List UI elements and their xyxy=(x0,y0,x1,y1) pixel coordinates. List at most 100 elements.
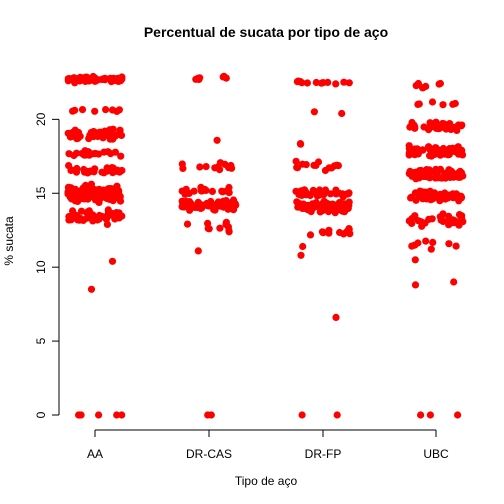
y-tick-label: 0 xyxy=(34,411,48,418)
data-point xyxy=(342,228,351,236)
data-point xyxy=(452,192,460,200)
data-point xyxy=(411,256,419,264)
data-point xyxy=(450,173,458,181)
data-point xyxy=(414,170,422,178)
data-point xyxy=(302,161,310,169)
data-point xyxy=(216,224,224,232)
data-point xyxy=(427,245,435,253)
data-point xyxy=(332,313,340,321)
data-point xyxy=(345,79,353,87)
data-point xyxy=(89,72,97,81)
data-point xyxy=(309,186,317,194)
data-point xyxy=(316,186,324,194)
data-point xyxy=(429,238,437,246)
data-point xyxy=(408,121,416,129)
data-point xyxy=(67,166,75,174)
data-point xyxy=(95,411,103,419)
data-point xyxy=(449,100,457,108)
data-point xyxy=(411,281,420,289)
data-point xyxy=(453,126,461,134)
data-point xyxy=(319,205,327,213)
data-point xyxy=(77,215,85,223)
data-point xyxy=(293,163,301,171)
data-point xyxy=(455,221,463,229)
data-point xyxy=(445,215,453,223)
data-point xyxy=(65,150,73,158)
data-point xyxy=(425,215,433,223)
data-point xyxy=(436,79,444,88)
data-point xyxy=(405,170,413,178)
data-point xyxy=(104,211,112,219)
data-point xyxy=(116,197,125,205)
data-point xyxy=(332,186,340,194)
data-point xyxy=(221,160,229,168)
data-point xyxy=(112,213,120,221)
data-point xyxy=(428,98,437,106)
x-tick-label: DR-FP xyxy=(305,447,342,461)
data-point xyxy=(312,78,320,87)
data-point xyxy=(178,160,186,168)
data-point xyxy=(91,107,99,115)
data-point xyxy=(118,411,126,419)
data-point xyxy=(411,189,419,197)
data-point xyxy=(197,187,205,195)
data-point xyxy=(294,77,302,85)
data-point xyxy=(439,101,447,109)
data-point xyxy=(225,183,233,192)
data-point xyxy=(341,203,349,211)
data-point xyxy=(202,163,210,171)
x-tick-label: DR-CAS xyxy=(186,447,232,461)
data-point xyxy=(306,231,315,239)
data-point xyxy=(218,188,227,196)
data-point xyxy=(76,132,84,140)
data-point xyxy=(457,212,465,220)
data-point xyxy=(333,411,341,419)
data-point xyxy=(424,124,432,132)
data-point xyxy=(310,108,318,116)
data-point xyxy=(426,411,434,419)
data-point xyxy=(103,220,111,228)
data-point xyxy=(321,166,329,175)
data-point xyxy=(181,198,189,206)
data-point xyxy=(305,203,313,211)
chart-title: Percentual de sucata por tipo de aço xyxy=(144,24,388,40)
data-point xyxy=(78,189,86,197)
data-point xyxy=(450,278,458,286)
y-tick-label: 10 xyxy=(34,260,48,274)
y-tick-label: 20 xyxy=(34,112,48,126)
data-point xyxy=(113,411,121,419)
data-point xyxy=(194,247,202,255)
data-point xyxy=(84,169,92,177)
data-point xyxy=(324,78,332,86)
data-point xyxy=(296,200,304,208)
data-point xyxy=(326,190,335,198)
data-point xyxy=(113,191,121,199)
data-point xyxy=(191,202,199,210)
data-point xyxy=(106,74,114,82)
data-point xyxy=(412,196,420,204)
data-point xyxy=(332,80,340,88)
y-tick-label: 15 xyxy=(34,186,48,200)
data-point xyxy=(431,168,439,176)
data-point xyxy=(87,285,96,293)
data-point xyxy=(65,213,73,221)
data-point xyxy=(319,229,327,237)
data-point xyxy=(87,187,95,195)
data-point xyxy=(196,163,204,171)
data-point xyxy=(211,164,219,172)
data-point xyxy=(89,211,97,219)
data-point xyxy=(75,411,83,419)
data-point xyxy=(207,200,215,208)
y-axis-label: % sucata xyxy=(2,216,16,266)
data-point xyxy=(423,195,431,203)
data-point xyxy=(228,164,236,172)
data-point xyxy=(205,225,213,233)
data-point xyxy=(299,242,307,251)
data-point xyxy=(101,188,110,197)
data-point xyxy=(109,135,117,143)
data-point xyxy=(81,151,89,159)
data-point xyxy=(116,126,124,134)
data-point xyxy=(457,172,465,180)
data-point xyxy=(292,157,300,165)
data-point xyxy=(442,148,450,157)
